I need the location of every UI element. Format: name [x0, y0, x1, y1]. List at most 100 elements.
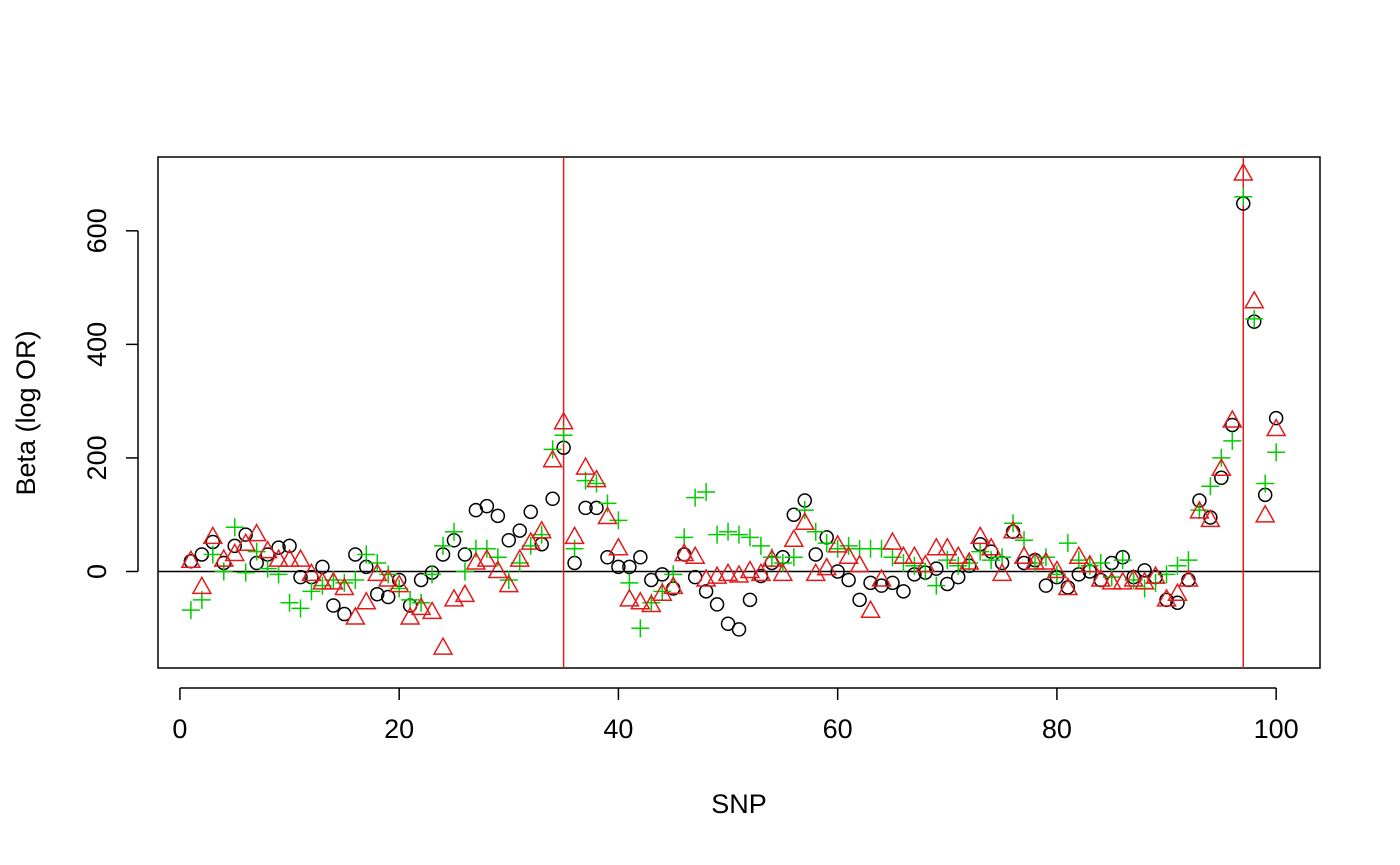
point-triangle-15 — [334, 576, 355, 596]
reference-lines — [158, 157, 1320, 668]
point-circle-88 — [1137, 563, 1152, 578]
point-plus-45 — [664, 565, 683, 584]
point-triangle-55 — [772, 562, 794, 582]
point-triangle-52 — [739, 559, 761, 579]
point-triangle-4 — [213, 548, 235, 567]
point-plus-33 — [532, 525, 551, 544]
point-circle-19 — [380, 589, 396, 605]
point-plus-8 — [258, 559, 277, 578]
point-triangle-68 — [915, 554, 936, 573]
point-plus-57 — [795, 501, 814, 520]
point-plus-47 — [686, 488, 705, 507]
point-triangle-28 — [476, 548, 498, 567]
point-plus-5 — [225, 518, 244, 537]
x-tick-label-0: 0 — [172, 714, 187, 744]
point-circle-96 — [1225, 417, 1240, 433]
point-circle-58 — [808, 547, 823, 562]
point-triangle-73 — [969, 525, 991, 545]
point-triangle-42 — [630, 591, 651, 610]
point-triangle-88 — [1134, 571, 1155, 590]
point-triangle-59 — [816, 557, 837, 576]
point-circle-9 — [271, 540, 286, 555]
point-circle-79 — [1038, 578, 1054, 593]
point-triangle-78 — [1024, 551, 1046, 570]
point-triangle-9 — [268, 548, 289, 567]
point-plus-9 — [269, 565, 288, 584]
point-triangle-74 — [980, 537, 1002, 556]
point-triangle-36 — [564, 525, 585, 545]
point-triangle-71 — [947, 545, 969, 565]
point-triangle-64 — [871, 568, 892, 587]
point-triangle-22 — [410, 596, 432, 616]
point-plus-16 — [346, 570, 365, 589]
point-triangle-54 — [761, 548, 783, 567]
x-axis: 0 20 40 60 80 100 — [172, 687, 1299, 744]
point-plus-32 — [521, 536, 540, 555]
point-plus-22 — [412, 593, 431, 612]
point-plus-53 — [751, 536, 770, 555]
point-plus-39 — [598, 494, 617, 513]
x-tick-label-80: 80 — [1042, 714, 1072, 744]
point-plus-92 — [1179, 551, 1198, 570]
point-plus-96 — [1223, 431, 1242, 450]
point-circle-100 — [1268, 410, 1284, 426]
point-circle-95 — [1214, 470, 1229, 486]
point-plus-69 — [927, 576, 946, 595]
point-triangle-99 — [1254, 504, 1276, 523]
point-triangle-77 — [1013, 545, 1035, 565]
point-plus-20 — [390, 579, 409, 598]
point-triangle-10 — [279, 548, 300, 567]
plot-frame — [157, 156, 1321, 669]
point-triangle-98 — [1243, 290, 1265, 309]
point-circle-34 — [545, 491, 560, 507]
point-plus-99 — [1256, 474, 1275, 493]
point-triangle-83 — [1079, 554, 1101, 573]
point-circle-18 — [369, 586, 385, 602]
point-triangle-61 — [838, 545, 859, 565]
point-triangle-84 — [1090, 568, 1112, 587]
x-tick-label-100: 100 — [1254, 714, 1299, 744]
point-circle-39 — [600, 550, 615, 565]
point-triangle-41 — [619, 588, 640, 607]
point-triangle-29 — [487, 559, 509, 579]
point-plus-86 — [1113, 551, 1132, 570]
point-triangle-75 — [991, 562, 1013, 582]
point-plus-29 — [488, 548, 507, 567]
point-plus-100 — [1267, 443, 1286, 462]
point-circle-26 — [457, 547, 473, 562]
point-plus-49 — [708, 525, 727, 544]
point-plus-85 — [1102, 568, 1121, 587]
point-circle-41 — [622, 559, 637, 575]
point-triangle-34 — [542, 449, 563, 468]
point-plus-59 — [817, 534, 836, 553]
y-axis-title: Beta (log OR) — [11, 330, 41, 495]
point-circle-29 — [490, 508, 506, 524]
point-plus-12 — [302, 582, 321, 601]
point-triangle-63 — [860, 599, 881, 618]
point-plus-24 — [434, 536, 453, 555]
point-circle-6 — [238, 527, 253, 542]
x-axis-title: SNP — [711, 789, 767, 819]
point-plus-23 — [423, 565, 442, 584]
point-plus-31 — [510, 553, 529, 572]
point-plus-10 — [280, 593, 299, 612]
point-plus-90 — [1157, 565, 1176, 584]
point-triangle-39 — [597, 506, 618, 525]
point-circle-92 — [1181, 572, 1196, 588]
point-triangle-87 — [1123, 568, 1144, 587]
point-triangle-46 — [673, 542, 695, 562]
point-triangle-20 — [388, 574, 410, 593]
point-plus-11 — [291, 599, 310, 618]
point-triangle-94 — [1200, 508, 1221, 528]
point-plus-98 — [1245, 309, 1264, 328]
point-plus-97 — [1234, 187, 1253, 206]
point-triangle-47 — [684, 545, 706, 565]
point-circle-15 — [337, 606, 352, 622]
point-triangle-79 — [1035, 551, 1057, 570]
point-circle-49 — [709, 597, 725, 612]
point-triangle-12 — [301, 562, 322, 582]
point-circle-30 — [501, 533, 517, 548]
point-triangle-1 — [180, 549, 202, 569]
point-plus-79 — [1036, 548, 1055, 567]
point-circle-10 — [282, 538, 297, 554]
